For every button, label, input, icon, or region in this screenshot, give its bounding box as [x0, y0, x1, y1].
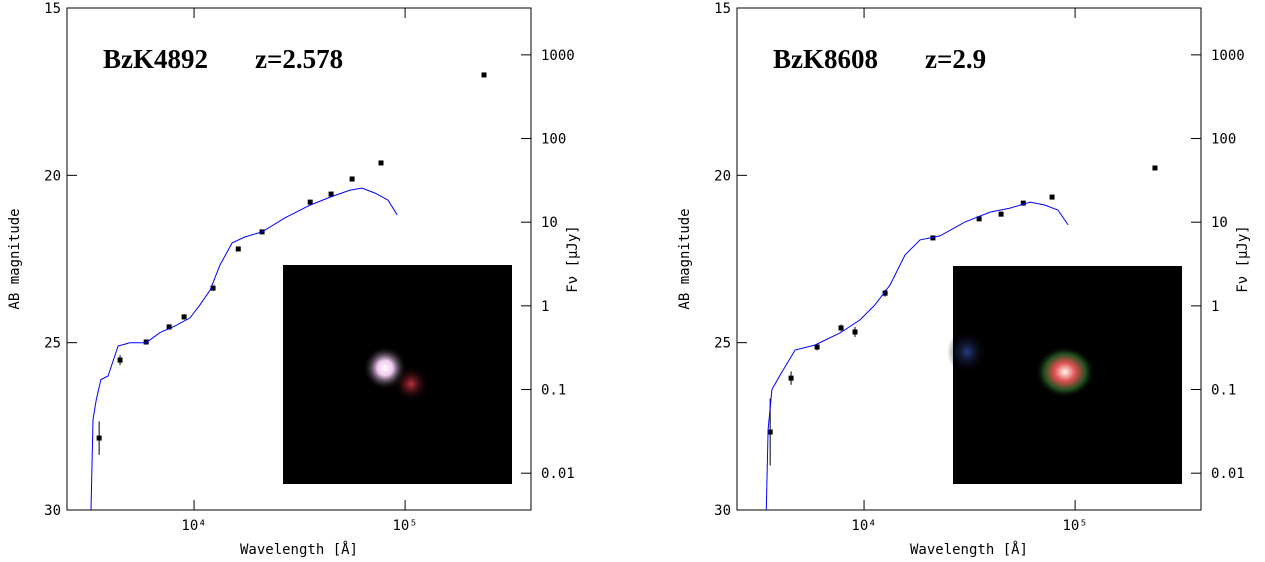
inset-image — [283, 265, 512, 484]
y-axis-label: AB magnitude — [677, 208, 693, 309]
x-tick-label: 10⁵ — [392, 518, 417, 534]
data-point — [328, 191, 334, 197]
data-point — [117, 357, 123, 363]
inset-image — [947, 266, 1182, 484]
y2-tick-label: 10 — [1211, 215, 1228, 231]
x-tick-label: 10⁴ — [181, 518, 206, 534]
data-point — [976, 216, 982, 222]
data-point — [349, 176, 355, 182]
y-tick-label: 15 — [714, 1, 731, 17]
data-point — [1152, 165, 1158, 171]
y2-tick-label: 0.1 — [1211, 383, 1236, 399]
y2-tick-label: 1000 — [541, 48, 575, 64]
y2-tick-label: 1000 — [1211, 48, 1245, 64]
y2-tick-label: 100 — [1211, 132, 1236, 148]
y-tick-label: 30 — [44, 503, 61, 519]
data-point — [307, 199, 313, 205]
y2-tick-label: 0.1 — [541, 383, 566, 399]
x-tick-label: 10⁴ — [851, 518, 876, 534]
object-label: BzK4892 — [103, 44, 208, 74]
data-point — [838, 325, 844, 331]
data-point — [930, 235, 936, 241]
x-axis-label: Wavelength [Å] — [910, 541, 1028, 558]
data-point — [181, 314, 187, 320]
y2-tick-label: 1 — [1211, 299, 1219, 315]
data-point — [814, 344, 820, 350]
data-point — [998, 211, 1004, 217]
y2-tick-label: 10 — [541, 215, 558, 231]
data-point — [235, 246, 241, 252]
y2-axis-label: Fν [μJy] — [1235, 225, 1251, 292]
y2-axis-label: Fν [μJy] — [565, 225, 581, 292]
x-tick-label: 10⁵ — [1062, 518, 1087, 534]
y-tick-label: 25 — [44, 336, 61, 352]
data-point — [882, 290, 888, 296]
data-point — [96, 435, 102, 441]
data-point — [788, 375, 794, 381]
object-label: BzK8608 — [773, 44, 878, 74]
plot-frame — [736, 7, 1202, 511]
y-tick-label: 30 — [714, 503, 731, 519]
redshift-label: z=2.578 — [255, 44, 343, 74]
data-point — [143, 339, 149, 345]
plot-frame — [66, 7, 532, 511]
redshift-label: z=2.9 — [925, 44, 986, 74]
model-curve — [765, 201, 1069, 511]
y2-tick-label: 0.01 — [1211, 466, 1245, 482]
data-point — [1049, 194, 1055, 200]
y-tick-label: 15 — [44, 1, 61, 17]
data-point — [210, 285, 216, 291]
y-tick-label: 20 — [714, 168, 731, 184]
data-point — [852, 329, 858, 335]
model-curve — [90, 187, 398, 511]
y2-tick-label: 0.01 — [541, 466, 575, 482]
data-point — [481, 72, 487, 78]
y2-tick-label: 1 — [541, 299, 549, 315]
y2-tick-label: 100 — [541, 132, 566, 148]
y-tick-label: 25 — [714, 336, 731, 352]
data-point — [378, 160, 384, 166]
data-point — [767, 429, 773, 435]
y-tick-label: 20 — [44, 168, 61, 184]
x-axis-label: Wavelength [Å] — [240, 541, 358, 558]
y-axis-label: AB magnitude — [7, 208, 23, 309]
data-point — [166, 324, 172, 330]
data-point — [1020, 200, 1026, 206]
